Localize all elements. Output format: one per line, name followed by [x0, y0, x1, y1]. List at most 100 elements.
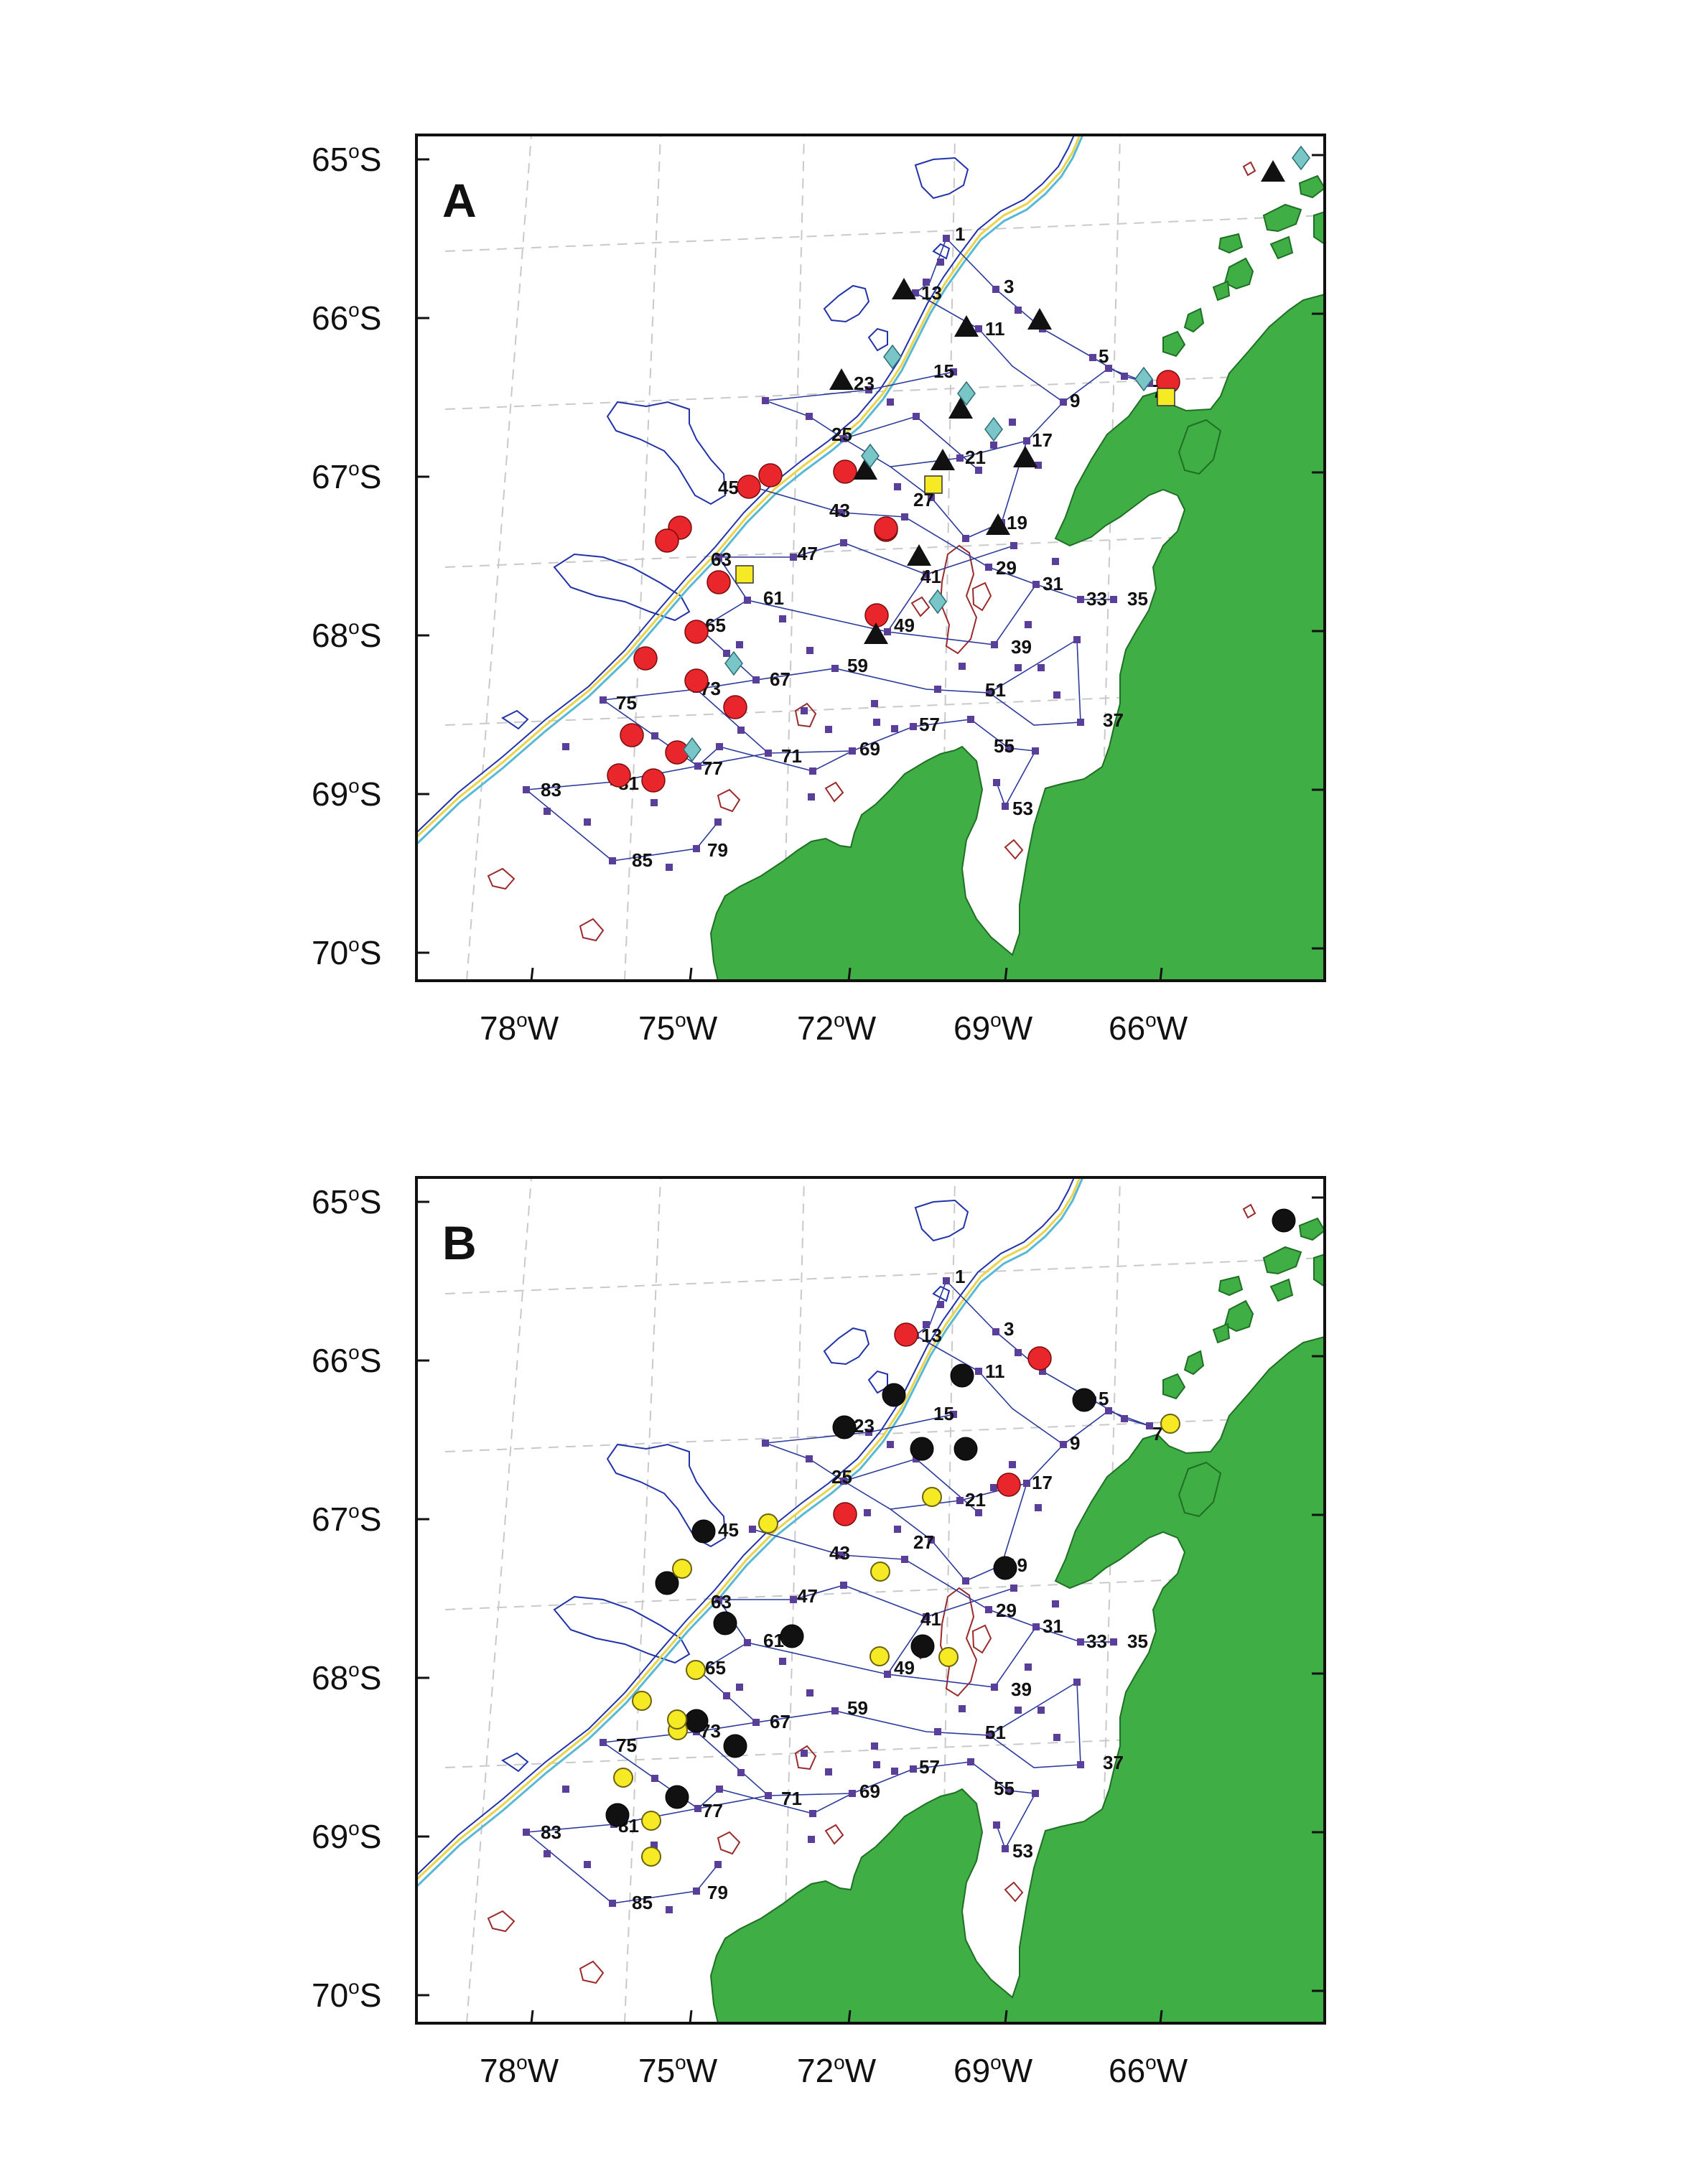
track-line [602, 689, 697, 701]
station-label: 57 [919, 1756, 940, 1778]
tick-hemisphere: S [360, 934, 382, 971]
depth-contour-red [971, 582, 992, 612]
depth-contour-blue [553, 1595, 691, 1664]
latitude-tick-label: 65oS [312, 1182, 381, 1221]
red-circle-marker [997, 1473, 1021, 1497]
station-label: 55 [994, 735, 1015, 757]
tick-hemisphere: S [360, 775, 382, 813]
longitude-tick [1159, 2010, 1163, 2024]
station-point [1060, 398, 1067, 406]
tick-hemisphere: S [360, 141, 382, 178]
depth-contour-blue [553, 553, 691, 622]
station-point [937, 258, 944, 266]
station-label: 35 [1127, 1630, 1148, 1652]
longitude-tick [847, 2010, 852, 2024]
station-point [1032, 581, 1040, 588]
panel-a-map: 1357911131517192123252729313335373941434… [312, 134, 1326, 1047]
track-line [996, 782, 1006, 807]
station-point [806, 647, 813, 654]
cyan-diamond-marker [724, 650, 743, 676]
station-point [1121, 373, 1128, 380]
degree-symbol: o [348, 1500, 360, 1522]
longitude-tick [530, 967, 534, 981]
latitude-tick-label: 65oS [312, 140, 381, 178]
tick-degrees: 70 [312, 1977, 348, 2014]
tick-degrees: 66 [1109, 2052, 1145, 2089]
degree-symbol: o [516, 2051, 528, 2073]
cyan-diamond-marker [984, 416, 1003, 442]
track-line [697, 746, 853, 772]
station-label: 13 [921, 1325, 942, 1346]
graticule-line [624, 1177, 661, 2023]
tick-degrees: 72 [797, 1009, 834, 1047]
station-label: 41 [920, 566, 941, 587]
red-circle-marker [1027, 1346, 1052, 1371]
station-point [985, 1606, 992, 1613]
station-label: 69 [859, 1781, 880, 1802]
red-circle-marker [684, 620, 709, 644]
depth-contour-blue [823, 284, 870, 323]
black-triangle-marker [1027, 308, 1052, 330]
track-line [1004, 750, 1036, 807]
latitude-tick-label: 70oS [312, 1976, 381, 2014]
tick-degrees: 67 [312, 1501, 348, 1538]
tick-degrees: 75 [638, 1009, 675, 1047]
land-polygon [1162, 330, 1186, 358]
station-point [1077, 1761, 1084, 1768]
depth-contour-red [1242, 161, 1256, 177]
bathymetry-contours [416, 1177, 1256, 1984]
tick-degrees: 66 [1109, 1009, 1145, 1047]
track-line [699, 628, 1078, 694]
longitude-tick [1159, 967, 1163, 981]
tick-degrees: 69 [953, 2052, 990, 2089]
station-label: 7 [1152, 1423, 1162, 1445]
station-point [950, 1411, 957, 1418]
station-point [1015, 1707, 1022, 1714]
depth-contour-blue [501, 1752, 529, 1773]
station-point [716, 743, 723, 750]
station-point [779, 615, 786, 622]
shelf-break-line [416, 135, 1081, 839]
degree-symbol: o [348, 1817, 360, 1839]
station-point [894, 483, 901, 490]
station-label: 49 [894, 1657, 915, 1679]
station-label: 1 [955, 1266, 965, 1287]
depth-contour-red [824, 781, 844, 803]
station-point [1121, 1415, 1128, 1422]
tick-degrees: 66 [312, 1342, 348, 1379]
station-label: 41 [920, 1608, 941, 1630]
station-point [1039, 1368, 1046, 1375]
station-point [651, 1842, 658, 1849]
station-point [884, 1671, 891, 1678]
land-polygon [1269, 235, 1294, 260]
black-triangle-marker [829, 368, 854, 390]
red-circle-marker [833, 459, 857, 484]
station-point [993, 779, 1000, 786]
station-label: 59 [847, 655, 868, 676]
station-point [714, 818, 722, 826]
station-point [840, 1582, 847, 1589]
station-label: 9 [1070, 1432, 1080, 1454]
station-label: 61 [763, 587, 784, 609]
station-label: 59 [847, 1697, 868, 1719]
station-point [923, 1613, 930, 1620]
longitude-axis: 78oW 75oW 72oW 69oW 66oW [480, 967, 1188, 1047]
tick-hemisphere: S [360, 299, 382, 337]
track-line [1076, 1681, 1081, 1765]
station-point [967, 1758, 974, 1765]
station-label: 3 [1004, 1318, 1014, 1340]
red-circle-marker [894, 1322, 918, 1347]
station-point [808, 793, 815, 801]
station-point [990, 1484, 997, 1491]
track-line [699, 599, 748, 630]
longitude-tick [847, 967, 852, 981]
station-point [1009, 419, 1016, 426]
black-triangle-marker [1013, 446, 1037, 467]
station-label: 45 [718, 1519, 739, 1541]
red-circle-marker [684, 668, 709, 693]
station-point [901, 1556, 908, 1563]
station-label: 51 [985, 679, 1006, 701]
cyan-diamond-marker [928, 589, 947, 615]
yellow-circle-marker [938, 1647, 959, 1667]
